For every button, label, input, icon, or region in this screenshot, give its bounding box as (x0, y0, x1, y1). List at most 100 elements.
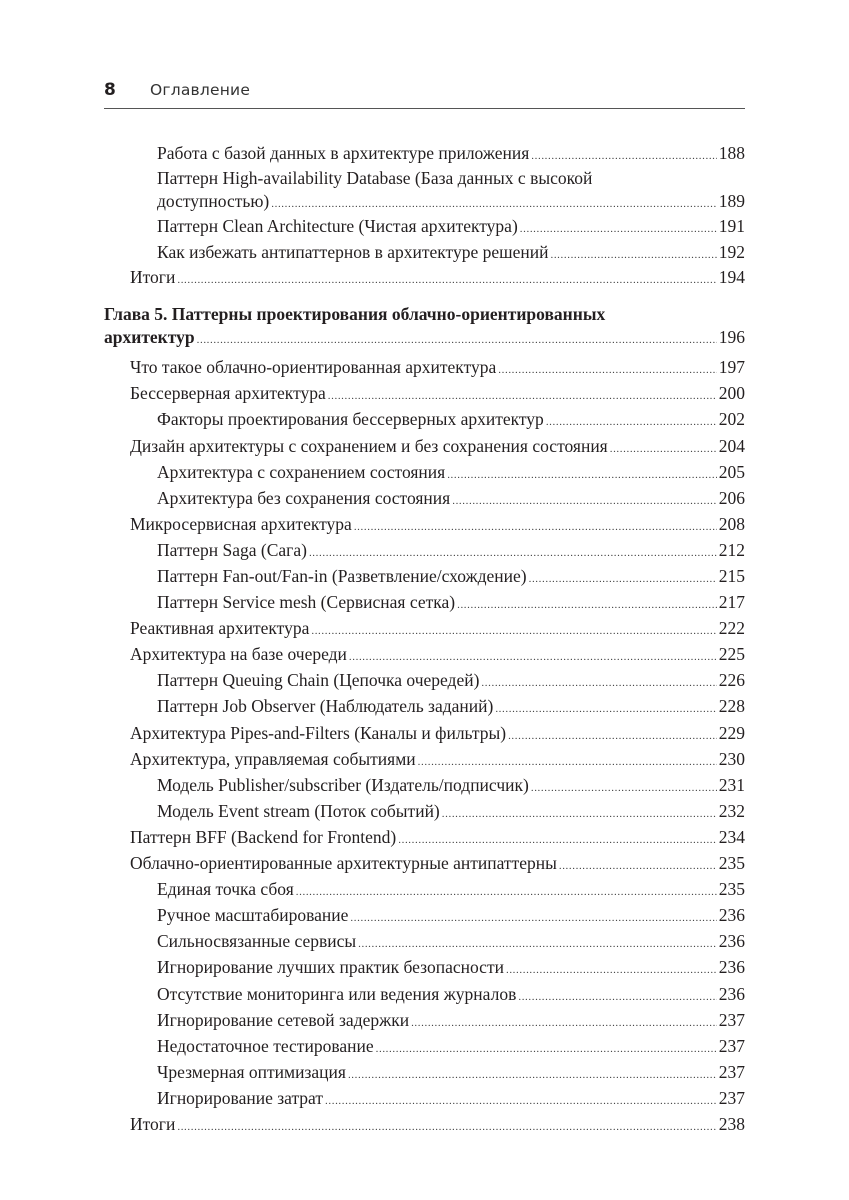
entry-title: Модель Event stream (Поток событий) (157, 800, 440, 821)
toc-entry[interactable]: Паттерн Clean Architecture (Чистая архит… (104, 215, 745, 240)
entry-page-number: 204 (718, 435, 745, 456)
toc-entry[interactable]: Паттерн Job Observer (Наблюдатель задани… (104, 695, 745, 721)
entry-page-number: 229 (718, 722, 745, 743)
toc-entry[interactable]: Модель Publisher/subscriber (Издатель/по… (104, 774, 745, 800)
entry-page-number: 194 (718, 267, 745, 288)
entry-page-number: 230 (718, 748, 745, 769)
toc-entry[interactable]: Работа с базой данных в архитектуре прил… (104, 142, 745, 167)
entry-title: Глава 5. Паттерны проектирования облачно… (104, 304, 606, 325)
entry-title: Факторы проектирования бессерверных архи… (157, 409, 544, 430)
entry-title: Модель Publisher/subscriber (Издатель/по… (157, 774, 529, 795)
toc-entry[interactable]: Паттерн Saga (Сага) 212 (104, 539, 745, 565)
dot-leader (610, 438, 717, 461)
dot-leader (348, 1064, 717, 1087)
toc-entry[interactable]: Паттерн High-availability Database (База… (104, 167, 745, 215)
dot-leader (325, 1090, 717, 1113)
toc-entry[interactable]: Архитектура без сохранения состояния 206 (104, 487, 745, 513)
page-number: 8 (104, 80, 116, 100)
toc-entry[interactable]: Паттерн Fan-out/Fan-in (Разветвление/схо… (104, 565, 745, 591)
entry-title: Архитектура, управляемая событиями (130, 748, 416, 769)
toc-entry[interactable]: Облачно-ориентированные архитектурные ан… (104, 852, 745, 878)
entry-page-number: 202 (718, 409, 745, 430)
toc-entry[interactable]: Микросервисная архитектура 208 (104, 513, 745, 539)
toc-entry[interactable]: Что такое облачно-ориентированная архите… (104, 356, 745, 382)
toc-entry[interactable]: Отсутствие мониторинга или ведения журна… (104, 983, 745, 1009)
entry-title: Реактивная архитектура (130, 618, 310, 639)
dot-leader (296, 881, 717, 904)
entry-page-number: 208 (718, 513, 745, 534)
dot-leader (177, 269, 716, 291)
toc-entry[interactable]: Итоги 238 (104, 1113, 745, 1139)
entry-title: Паттерн Fan-out/Fan-in (Разветвление/схо… (157, 566, 527, 586)
dot-leader (520, 218, 717, 240)
entry-title: Архитектура без сохранения состояния (157, 487, 451, 508)
toc-entry[interactable]: Сильносвязанные сервисы 236 (104, 930, 745, 956)
entry-title: Архитектура Pipes-and-Filters (Каналы и … (130, 722, 507, 743)
dot-leader (506, 959, 717, 982)
toc-entry[interactable]: Бессерверная архитектура 200 (104, 382, 745, 408)
toc-entry[interactable]: Факторы проектирования бессерверных архи… (104, 408, 745, 434)
entry-page-number: 238 (718, 1113, 745, 1134)
toc-entry[interactable]: Паттерн Queuing Chain (Цепочка очередей)… (104, 669, 745, 695)
toc-entry[interactable]: Игнорирование сетевой задержки 237 (104, 1009, 745, 1035)
table-of-contents: Работа с базой данных в архитектуре прил… (104, 142, 745, 1139)
dot-leader (550, 244, 716, 266)
toc-entry[interactable]: Игнорирование лучших практик безопасност… (104, 956, 745, 982)
toc-entry[interactable]: Архитектура на базе очереди 225 (104, 643, 745, 669)
dot-leader (531, 777, 717, 800)
entry-page-number: 217 (718, 592, 745, 613)
entry-title: Бессерверная архитектура (130, 383, 326, 404)
dot-leader (398, 829, 717, 852)
entry-page-number: 212 (718, 539, 745, 560)
toc-entry[interactable]: Недостаточное тестирование 237 (104, 1035, 745, 1061)
dot-leader (452, 490, 717, 513)
dot-leader (457, 594, 717, 617)
entry-title: архитектур (104, 326, 195, 347)
entry-page-number: 235 (718, 879, 745, 900)
dot-leader (358, 933, 717, 956)
entry-page-number: 232 (718, 800, 745, 821)
toc-entry[interactable]: Реактивная архитектура 222 (104, 617, 745, 643)
toc-entry[interactable]: Ручное масштабирование 236 (104, 904, 745, 930)
entry-page-number: 215 (718, 566, 745, 586)
toc-entry[interactable]: Как избежать антипаттернов в архитектуре… (104, 241, 745, 266)
entry-title: Недостаточное тестирование (157, 1035, 374, 1056)
dot-leader (498, 359, 716, 382)
entry-title: Паттерн High-availability Database (База… (157, 168, 593, 189)
toc-chapter-entry[interactable]: Глава 5. Паттерны проектирования облачно… (104, 303, 745, 351)
toc-entry[interactable]: Архитектура, управляемая событиями 230 (104, 748, 745, 774)
entry-page-number: 231 (718, 774, 745, 795)
entry-page-number: 236 (718, 957, 745, 978)
toc-entry[interactable]: Паттерн BFF (Backend for Frontend) 234 (104, 826, 745, 852)
entry-title: доступностью) (157, 190, 270, 211)
toc-entry[interactable]: Игнорирование затрат 237 (104, 1087, 745, 1113)
entry-page-number: 192 (718, 241, 745, 262)
toc-entry[interactable]: Архитектура Pipes-and-Filters (Каналы и … (104, 722, 745, 748)
entry-title: Единая точка сбоя (157, 879, 294, 900)
entry-title: Отсутствие мониторинга или ведения журна… (157, 983, 517, 1004)
entry-page-number: 236 (718, 905, 745, 926)
entry-page-number: 226 (718, 670, 745, 691)
entry-title: Дизайн архитектуры с сохранением и без с… (130, 435, 608, 456)
dot-leader (311, 620, 716, 643)
entry-page-number: 236 (718, 983, 745, 1004)
toc-entry[interactable]: Паттерн Service mesh (Сервисная сетка) 21… (104, 591, 745, 617)
dot-leader (411, 1012, 717, 1035)
dot-leader (531, 145, 716, 167)
entry-page-number: 206 (718, 487, 745, 508)
running-title: Оглавление (150, 81, 251, 99)
entry-title: Архитектура на базе очереди (130, 644, 347, 665)
dot-leader (508, 725, 717, 748)
toc-entry[interactable]: Модель Event stream (Поток событий) 232 (104, 800, 745, 826)
toc-entry[interactable]: Архитектура с сохранением состояния 205 (104, 461, 745, 487)
toc-entry[interactable]: Итоги 194 (104, 266, 745, 291)
dot-leader (447, 464, 717, 487)
entry-title: Паттерн Clean Architecture (Чистая архит… (157, 216, 518, 237)
entry-title: Итоги (130, 1113, 176, 1134)
entry-title: Облачно-ориентированные архитектурные ан… (130, 853, 557, 874)
toc-entry[interactable]: Единая точка сбоя 235 (104, 878, 745, 904)
toc-entry[interactable]: Дизайн архитектуры с сохранением и без с… (104, 435, 745, 461)
entry-page-number: 200 (718, 383, 745, 404)
toc-entry[interactable]: Чрезмерная оптимизация 237 (104, 1061, 745, 1087)
running-header: 8 Оглавление (104, 78, 745, 109)
